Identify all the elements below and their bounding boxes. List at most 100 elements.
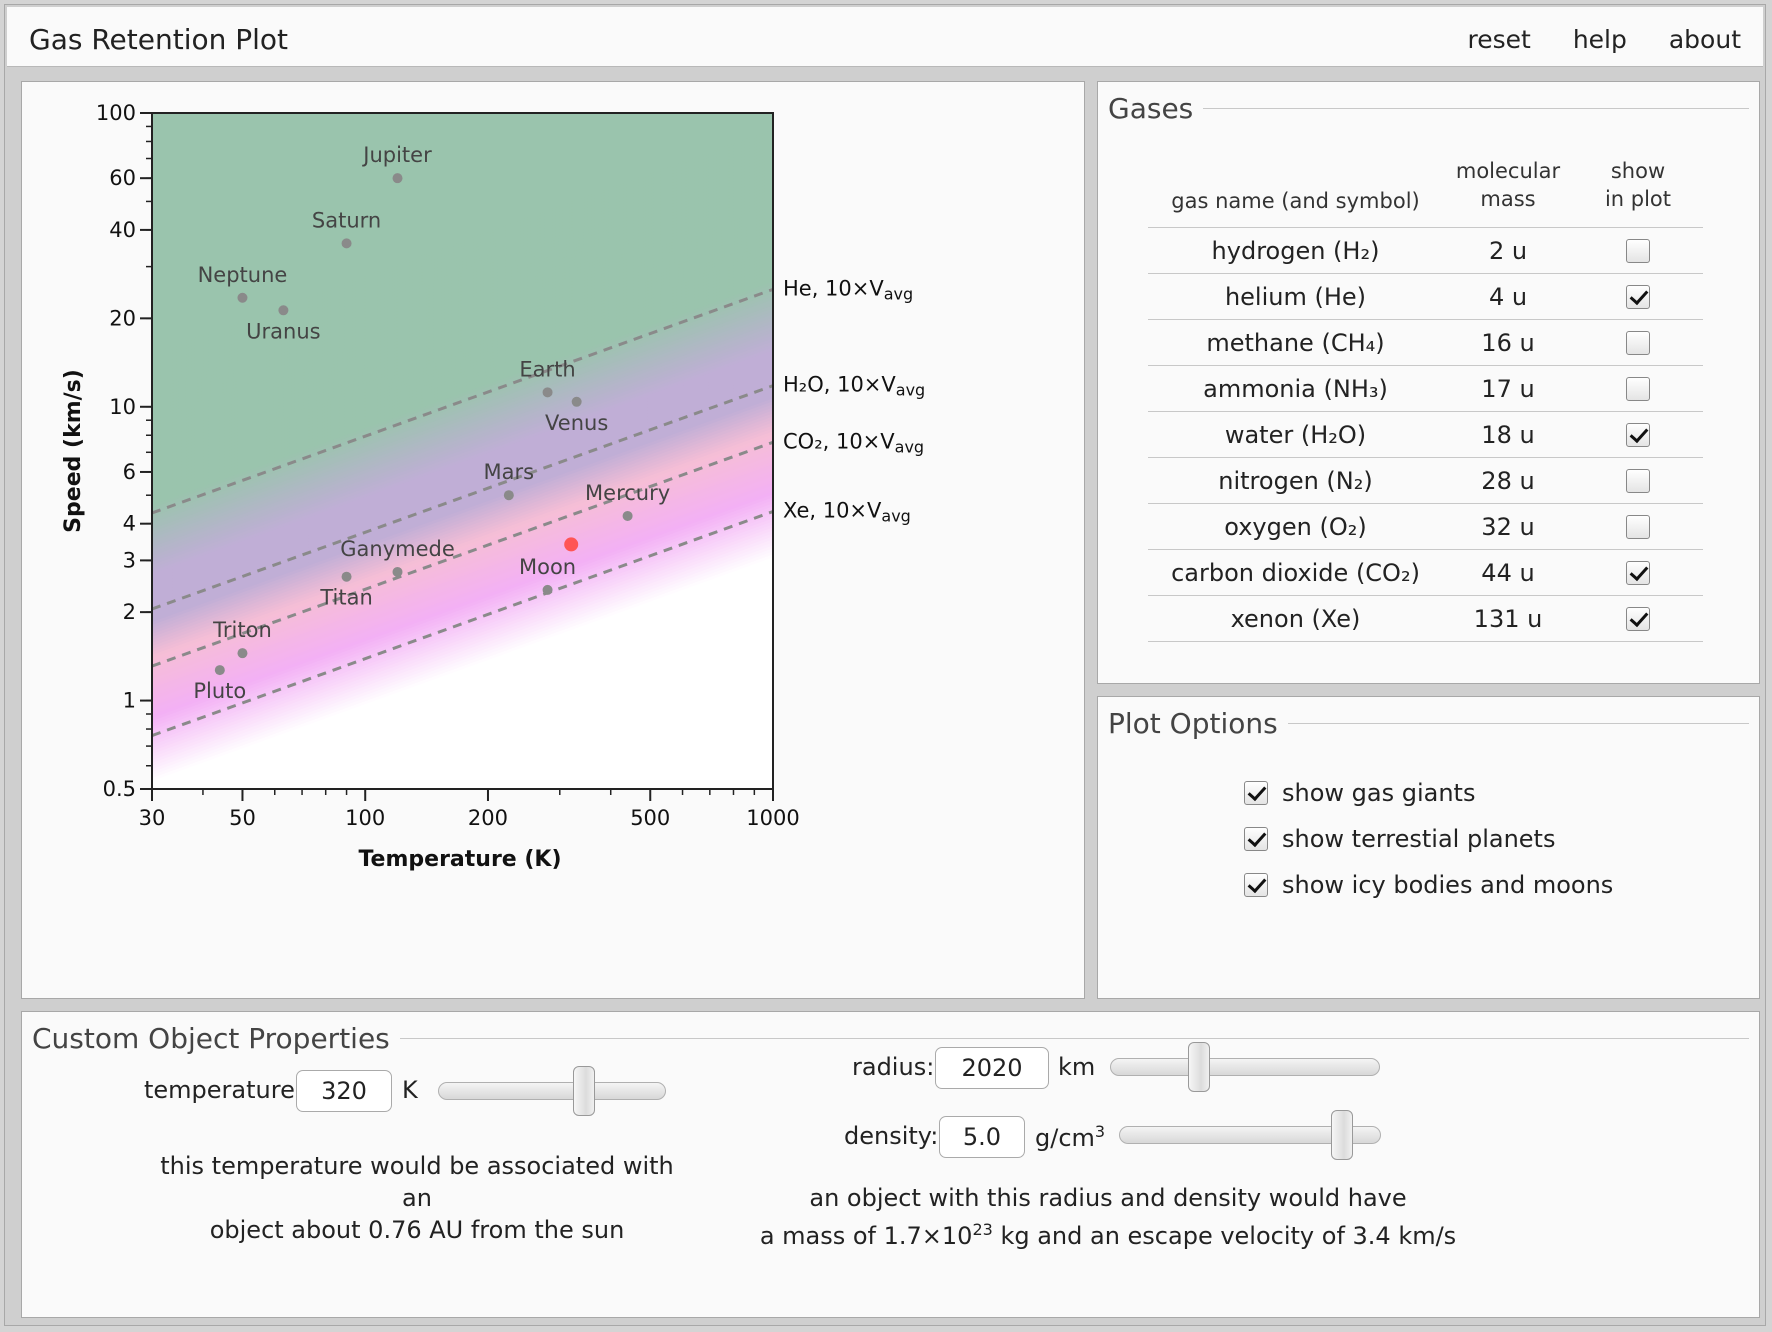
density-unit-text: g/cm: [1035, 1124, 1095, 1152]
body-point: [392, 173, 403, 184]
gases-panel: Gases gas name (and symbol) molecular ma…: [1097, 81, 1760, 684]
gas-name: water (H₂O): [1224, 421, 1367, 449]
density-slider-thumb[interactable]: [1330, 1110, 1353, 1160]
gas-row: water (H₂O) 18 u: [1148, 412, 1703, 458]
gas-line-label-subscript: avg: [895, 437, 924, 456]
gas-line-label-subscript: avg: [881, 507, 910, 526]
gas-line-label-subscript: avg: [884, 284, 913, 303]
temperature-note-line1: this temperature would be associated wit…: [160, 1152, 674, 1212]
plot-options-title-rule: [1268, 723, 1749, 724]
option-gas-giants[interactable]: show gas giants: [1244, 779, 1475, 807]
gas-retention-chart: 30 50 100 200 500 1000 0.5 1 2 3 4 6 10 20 40 60 100 He,…: [61, 101, 925, 872]
gas-mass: 44 u: [1481, 559, 1535, 587]
gas-mass: 17 u: [1481, 375, 1535, 403]
body-point: [341, 238, 352, 249]
body-label: Uranus: [246, 319, 320, 343]
gas-show-cell: [1626, 423, 1650, 447]
x-axis-label: Temperature (K): [358, 847, 561, 872]
body-point: [392, 566, 403, 577]
density-unit: g/cm3: [1035, 1122, 1105, 1152]
gas-mass: 28 u: [1481, 467, 1535, 495]
gas-show-cell: [1626, 331, 1650, 355]
escape-velocity-text: kg and an escape velocity of 3.4 km/s: [992, 1222, 1457, 1250]
gas-row: nitrogen (N₂) 28 u: [1148, 458, 1703, 504]
y-tick-label: 10: [109, 395, 136, 419]
gas-line-label-subscript: avg: [896, 381, 925, 400]
gas-name: hydrogen (H₂): [1211, 237, 1380, 265]
show-gas-checkbox[interactable]: [1626, 239, 1650, 263]
body-label: Pluto: [193, 679, 246, 703]
custom-object-point[interactable]: [564, 537, 579, 552]
body-label: Mars: [484, 460, 535, 484]
gas-giants-label: show gas giants: [1282, 779, 1476, 807]
body-point: [237, 648, 248, 659]
mass-value-text: a mass of 1.7×10: [759, 1222, 973, 1250]
gas-speed-line: [152, 440, 773, 668]
y-tick-label: 6: [123, 460, 136, 484]
gas-mass: 18 u: [1481, 421, 1535, 449]
about-link[interactable]: about: [1668, 25, 1741, 54]
x-tick-label: 50: [229, 806, 256, 830]
radius-label: radius:: [852, 1053, 935, 1081]
show-gas-checkbox[interactable]: [1626, 285, 1650, 309]
show-gas-checkbox[interactable]: [1626, 377, 1650, 401]
body-label: Neptune: [198, 263, 288, 287]
show-gas-checkbox[interactable]: [1626, 469, 1650, 493]
x-tick-label: 100: [345, 806, 385, 830]
gas-name: helium (He): [1224, 283, 1367, 311]
show-gas-checkbox[interactable]: [1626, 331, 1650, 355]
title-bar: Gas Retention Plot reset help about: [7, 7, 1763, 67]
x-tick-label: 200: [468, 806, 508, 830]
body-label: Moon: [519, 555, 576, 579]
header-show-line1: show: [1610, 159, 1666, 183]
radius-unit: km: [1058, 1053, 1096, 1081]
gas-name: methane (CH₄): [1206, 329, 1385, 357]
gas-speed-line: [152, 510, 773, 737]
custom-title-rule: [362, 1038, 1749, 1039]
gas-line-label-text: Xe, 10×V: [783, 499, 882, 523]
option-icy-bodies[interactable]: show icy bodies and moons: [1244, 871, 1613, 899]
gas-speed-line: [152, 384, 773, 611]
reset-link[interactable]: reset: [1467, 25, 1531, 54]
y-tick-label: 1: [123, 689, 136, 713]
show-gas-checkbox[interactable]: [1626, 423, 1650, 447]
show-gas-checkbox[interactable]: [1626, 607, 1650, 631]
gas-row: oxygen (O₂) 32 u: [1148, 504, 1703, 550]
header-molecular-mass: molecular mass: [1443, 157, 1573, 213]
density-slider-track[interactable]: [1119, 1126, 1381, 1144]
gas-show-cell: [1626, 561, 1650, 585]
custom-object-panel: Custom Object Properties temperature: 32…: [21, 1011, 1760, 1318]
header-show-line2: in plot: [1604, 187, 1672, 211]
radius-input[interactable]: 2020: [935, 1047, 1049, 1089]
gas-giants-checkbox[interactable]: [1244, 781, 1268, 805]
gas-row: ammonia (NH₃) 17 u: [1148, 366, 1703, 412]
app-title: Gas Retention Plot: [29, 23, 289, 56]
gas-show-cell: [1626, 285, 1650, 309]
temperature-slider-track[interactable]: [438, 1082, 666, 1100]
show-gas-checkbox[interactable]: [1626, 561, 1650, 585]
y-tick-label: 20: [109, 306, 136, 330]
custom-object-title: Custom Object Properties: [32, 1022, 400, 1055]
terrestrial-planets-checkbox[interactable]: [1244, 827, 1268, 851]
body-point: [503, 490, 514, 501]
help-link[interactable]: help: [1572, 25, 1627, 54]
gases-table: gas name (and symbol) molecular mass sho…: [1148, 152, 1703, 642]
y-tick-label: 60: [109, 166, 136, 190]
show-gas-checkbox[interactable]: [1626, 515, 1650, 539]
radius-slider-track[interactable]: [1110, 1058, 1380, 1076]
temperature-input[interactable]: 320: [296, 1070, 392, 1112]
x-tick-label: 1000: [746, 806, 799, 830]
gas-name: carbon dioxide (CO₂): [1171, 559, 1420, 587]
body-point: [214, 665, 225, 676]
menu-bar: reset help about: [1467, 25, 1741, 54]
icy-bodies-checkbox[interactable]: [1244, 873, 1268, 897]
body-point: [571, 396, 582, 407]
y-axis-label: Speed (km/s): [61, 369, 86, 533]
radius-slider-thumb[interactable]: [1188, 1042, 1211, 1092]
temperature-unit: K: [402, 1076, 418, 1104]
density-input[interactable]: 5.0: [939, 1116, 1025, 1158]
temperature-slider-thumb[interactable]: [572, 1066, 595, 1116]
y-tick-label: 0.5: [103, 777, 136, 801]
temperature-label: temperature:: [144, 1076, 303, 1104]
option-terrestrial-planets[interactable]: show terrestial planets: [1244, 825, 1555, 853]
